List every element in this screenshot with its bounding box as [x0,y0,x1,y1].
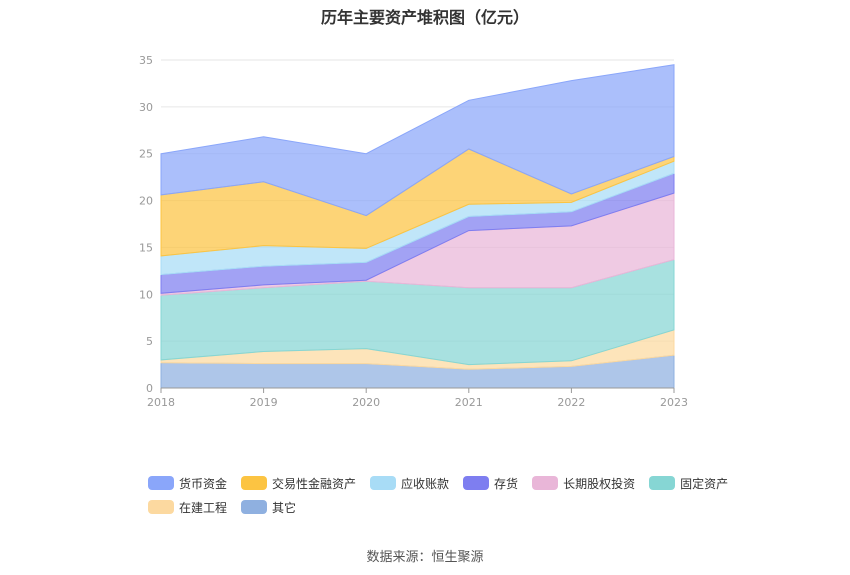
legend-swatch [370,476,397,490]
x-tick-label: 2023 [660,396,688,409]
legend-label: 其它 [272,500,297,515]
legend-label: 固定资产 [680,476,729,491]
x-tick-label: 2020 [352,396,380,409]
legend-swatch [649,476,676,490]
legend-item[interactable]: 在建工程 [148,499,227,516]
y-tick-label: 10 [139,288,153,301]
chart-title: 历年主要资产堆积图（亿元） [320,8,529,27]
legend-item[interactable]: 交易性金融资产 [241,475,356,492]
source-note: 数据来源：恒生聚源 [366,550,484,565]
x-tick-label: 2022 [557,396,585,409]
series-area [160,64,675,217]
legend-label: 在建工程 [179,500,228,515]
legend-item[interactable]: 应收账款 [370,475,449,492]
y-tick-label: 30 [139,101,153,114]
legend-item[interactable]: 其它 [241,499,296,516]
legend: 货币资金 交易性金融资产 应收账款 存货 长期股权投资 固定资产 在建工程 其它 [148,471,748,519]
legend-swatch [148,476,174,490]
legend-item[interactable]: 货币资金 [148,475,227,492]
legend-swatch [148,500,174,514]
x-tick-label: 2018 [147,396,175,409]
legend-swatch [463,476,490,490]
legend-row: 在建工程 其它 [148,495,748,519]
legend-item[interactable]: 固定资产 [649,475,728,492]
legend-swatch [532,476,559,490]
legend-item[interactable]: 长期股权投资 [532,475,635,492]
legend-label: 交易性金融资产 [272,476,357,491]
legend-swatch [241,500,268,514]
legend-label: 长期股权投资 [563,476,636,491]
legend-item[interactable]: 存货 [463,475,518,492]
legend-row: 货币资金 交易性金融资产 应收账款 存货 长期股权投资 固定资产 [148,471,748,495]
y-tick-label: 25 [139,148,153,161]
legend-label: 货币资金 [179,476,228,491]
y-tick-label: 35 [139,54,153,67]
legend-label: 应收账款 [401,476,450,491]
legend-label: 存货 [494,476,519,491]
y-tick-label: 15 [139,241,153,254]
y-tick-label: 20 [139,195,153,208]
x-tick-label: 2021 [455,396,483,409]
x-tick-label: 2019 [250,396,278,409]
y-tick-label: 5 [146,335,153,348]
y-tick-label: 0 [146,382,153,395]
legend-swatch [241,476,268,490]
